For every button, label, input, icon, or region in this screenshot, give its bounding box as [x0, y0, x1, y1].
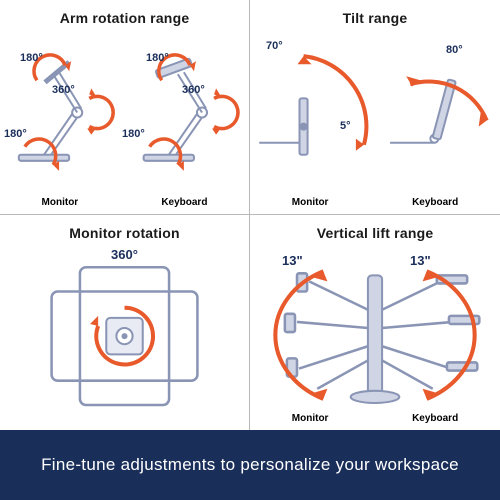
panel-title: Arm rotation range — [8, 10, 241, 26]
deg-label: 80° — [446, 44, 463, 56]
diagram-monitor-rotation: 360° — [6, 249, 243, 406]
deg-label: 360° — [52, 84, 75, 96]
deg-label: 180° — [146, 52, 169, 64]
panel-title: Vertical lift range — [258, 225, 492, 241]
sublabel: Keyboard — [412, 413, 458, 424]
sublabel-row: Monitor Keyboard — [0, 197, 249, 208]
footer-bar: Fine-tune adjustments to personalize you… — [0, 430, 500, 500]
lift-svg — [256, 249, 494, 406]
deg-label: 360° — [182, 84, 205, 96]
diagram-tilt-range: 70° 5° 80° — [256, 34, 494, 190]
sublabel: Keyboard — [412, 197, 458, 208]
inch-label: 13" — [410, 253, 431, 268]
diagram-arm-rotation: 180° 360° 180° 180° 360° 180° — [6, 34, 243, 190]
deg-label: 5° — [340, 120, 351, 132]
sublabel: Monitor — [292, 197, 329, 208]
diagram-vertical-lift: 13" 13" — [256, 249, 494, 406]
sublabel: Keyboard — [161, 197, 207, 208]
inch-label: 13" — [282, 253, 303, 268]
panel-title: Monitor rotation — [8, 225, 241, 241]
deg-label: 180° — [4, 128, 27, 140]
sublabel-row: Monitor Keyboard — [250, 413, 500, 424]
footer-text: Fine-tune adjustments to personalize you… — [41, 455, 459, 475]
tilt-svg — [256, 34, 494, 190]
panel-title: Tilt range — [258, 10, 492, 26]
deg-label: 70° — [266, 40, 283, 52]
panel-monitor-rotation: Monitor rotation 360° — [0, 215, 250, 430]
deg-label: 360° — [111, 247, 138, 262]
panel-tilt-range: Tilt range 70° 5° 80° — [250, 0, 500, 215]
sublabel-row: Monitor Keyboard — [250, 197, 500, 208]
rotation-svg — [6, 249, 243, 406]
deg-label: 180° — [122, 128, 145, 140]
panel-arm-rotation: Arm rotation range 180° 360° 180° 180° 3… — [0, 0, 250, 215]
diagram-grid: Arm rotation range 180° 360° 180° 180° 3… — [0, 0, 500, 430]
deg-label: 180° — [20, 52, 43, 64]
sublabel: Monitor — [292, 413, 329, 424]
sublabel: Monitor — [42, 197, 79, 208]
panel-vertical-lift: Vertical lift range 13" 13" — [250, 215, 500, 430]
